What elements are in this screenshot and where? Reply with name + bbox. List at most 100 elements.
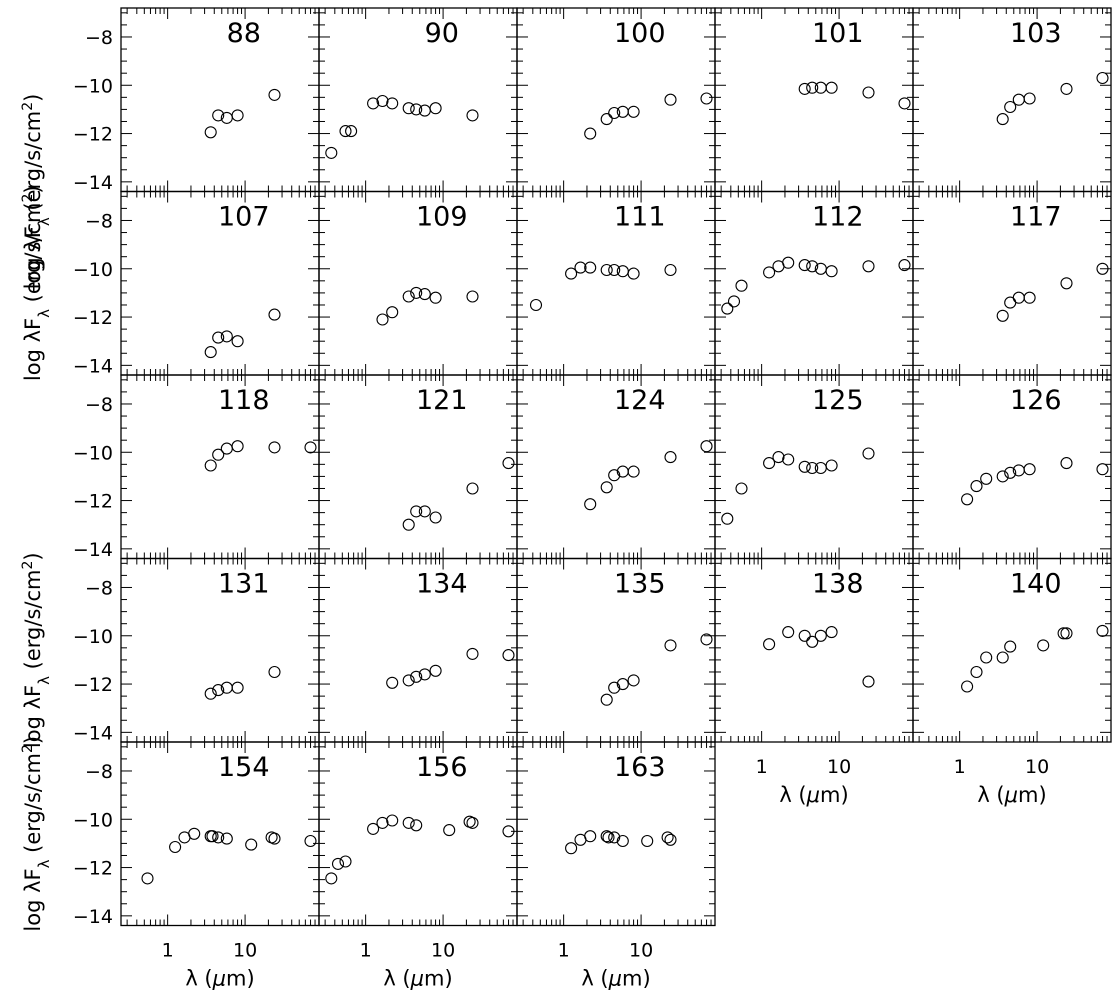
- data-point: [806, 260, 819, 273]
- data-point: [212, 684, 225, 697]
- data-point: [772, 451, 785, 464]
- data-point: [466, 816, 479, 829]
- data-point: [600, 113, 613, 126]
- data-point: [898, 259, 911, 272]
- y-tick-label: −12: [73, 491, 113, 513]
- data-point: [996, 113, 1009, 126]
- data-point: [616, 678, 629, 691]
- y-tick-label: −8: [85, 394, 113, 416]
- data-point: [188, 827, 201, 840]
- panel-label: 135: [614, 569, 666, 600]
- panel-label: 118: [218, 385, 270, 416]
- data-point: [386, 97, 399, 110]
- data-point: [664, 639, 677, 652]
- data-point: [798, 460, 811, 473]
- panel-88: 88 −8 −10 −12 −14: [73, 7, 320, 194]
- y-tick-label: −8: [85, 761, 113, 783]
- data-point: [410, 819, 423, 832]
- data-point: [782, 453, 795, 466]
- panel-frame: [120, 7, 320, 193]
- data-point: [862, 260, 875, 273]
- data-point: [204, 459, 217, 472]
- panel-label: 117: [1010, 202, 1062, 233]
- data-point: [782, 256, 795, 269]
- panel-90: 90: [318, 7, 518, 193]
- data-point: [961, 493, 974, 506]
- y-tick-label: −10: [73, 442, 113, 464]
- y-tick-label: −12: [73, 124, 113, 146]
- panel-125: 125: [714, 374, 914, 560]
- panel-frame: [516, 741, 716, 927]
- data-point: [231, 109, 244, 122]
- data-point: [627, 674, 640, 687]
- y-tick-label: −14: [73, 539, 113, 561]
- x-tick-label: 1: [558, 940, 570, 962]
- panel-101: 101: [714, 7, 914, 193]
- data-point: [402, 816, 415, 829]
- panel-frame: [318, 7, 518, 193]
- data-point: [212, 448, 225, 461]
- panel-126: 126: [912, 374, 1112, 560]
- data-point: [206, 830, 219, 843]
- panel-label: 107: [218, 202, 270, 233]
- data-point: [1037, 639, 1050, 652]
- data-point: [608, 681, 621, 694]
- y-tick-label: −8: [85, 577, 113, 599]
- data-point: [584, 498, 597, 511]
- data-point: [529, 298, 543, 312]
- data-point: [231, 681, 244, 694]
- panel-label: 88: [227, 18, 261, 49]
- data-point: [169, 840, 182, 854]
- data-point: [700, 633, 713, 646]
- data-point: [825, 459, 838, 472]
- x-tick-label: 1: [162, 940, 174, 962]
- data-point: [602, 831, 615, 844]
- data-point: [410, 670, 423, 683]
- panel-107: 107 −8 −10 −12 −14: [73, 190, 320, 377]
- data-point: [220, 442, 233, 455]
- data-point: [429, 664, 442, 677]
- data-point: [970, 665, 983, 679]
- data-point: [410, 286, 423, 299]
- data-point: [429, 291, 442, 304]
- data-point: [600, 263, 613, 277]
- data-point: [1004, 640, 1017, 653]
- data-point: [961, 680, 974, 693]
- data-point: [466, 482, 479, 495]
- data-point: [664, 263, 677, 277]
- data-point: [212, 109, 225, 122]
- data-point: [584, 261, 597, 274]
- data-point: [970, 480, 983, 493]
- data-point: [418, 104, 431, 117]
- data-point: [664, 93, 677, 106]
- data-point: [600, 693, 613, 706]
- data-point: [1023, 92, 1036, 105]
- data-point: [600, 830, 613, 843]
- data-point: [574, 261, 587, 274]
- data-point: [763, 266, 776, 279]
- data-point: [466, 647, 479, 660]
- data-point: [825, 626, 838, 639]
- data-point: [418, 288, 431, 301]
- data-point: [212, 331, 225, 344]
- data-point: [1023, 291, 1036, 304]
- data-point: [862, 447, 875, 460]
- data-point: [386, 814, 399, 827]
- x-axis-label: λ (μm): [581, 967, 650, 991]
- x-tick-label: 1: [756, 756, 768, 778]
- data-point: [410, 505, 423, 518]
- panel-154: 154 −8 −10 −12 −14 1 10 λ (μm): [73, 741, 320, 991]
- data-point: [418, 505, 431, 518]
- y-axis-label: log λFλ (erg/s/cm2): [20, 185, 53, 381]
- data-point: [600, 481, 613, 494]
- data-point: [980, 472, 993, 485]
- panel-label: 125: [812, 385, 864, 416]
- data-point: [402, 290, 415, 303]
- panel-label: 140: [1010, 569, 1062, 600]
- data-point: [641, 834, 654, 848]
- panel-163: 163 1 10 λ (μm): [516, 741, 716, 991]
- data-point: [1096, 463, 1109, 476]
- data-point: [862, 86, 875, 99]
- data-point: [466, 290, 479, 303]
